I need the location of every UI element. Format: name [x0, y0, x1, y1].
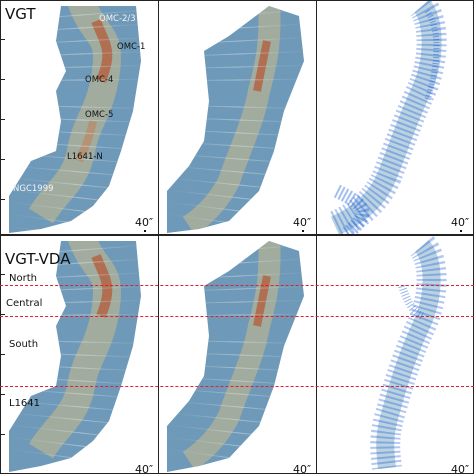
panel-vgt-vda-mask: 40″ [316, 235, 474, 474]
scale-label: 40″ [451, 463, 470, 474]
mask-map [328, 1, 447, 234]
region-boundary-south-l1641 [0, 386, 474, 387]
label-omc-1: OMC-1 [117, 42, 146, 52]
panel-vgt-vda-map-smoothed: 40″ [158, 235, 317, 474]
scale-label: 40″ [135, 216, 154, 229]
label-omc-2-3: OMC-2/3 [99, 14, 136, 24]
scale-label: 40″ [451, 216, 470, 229]
region-boundary-central-south [0, 316, 474, 317]
scale-marker [144, 230, 146, 232]
panel-vgt-map: VGT OMC-2/3 OMC-1 OMC-4 OMC-5 L1641-N NG… [0, 0, 159, 235]
scale-marker [302, 230, 304, 232]
region-label-south: South [9, 339, 39, 350]
region-label-north: North [9, 273, 37, 284]
scale-marker [460, 230, 462, 232]
row-title-vgt-vda: VGT-VDA [5, 250, 71, 268]
intensity-map [167, 6, 304, 233]
intensity-map [9, 241, 141, 472]
panel-vgt-mask: 40″ [316, 0, 474, 235]
y-ticks [1, 236, 5, 473]
row-title-vgt: VGT [5, 5, 36, 23]
scale-label: 40″ [293, 463, 312, 474]
y-ticks [1, 1, 5, 234]
region-label-l1641: L1641 [9, 398, 41, 409]
region-label-central: Central [6, 298, 43, 309]
intensity-map [9, 6, 141, 233]
panel-vgt-map-smoothed: 40″ [158, 0, 317, 235]
region-boundary-north-central [0, 285, 474, 286]
scale-label: 40″ [135, 463, 154, 474]
scale-label: 40″ [293, 216, 312, 229]
label-l1641-n: L1641-N [67, 152, 103, 162]
mask-map [370, 236, 447, 470]
label-ngc1999: NGC1999 [13, 184, 54, 194]
intensity-map [167, 241, 304, 472]
label-omc-4: OMC-4 [85, 75, 114, 85]
panel-vgt-vda-map: VGT-VDA North Central South L1641 40″ [0, 235, 159, 474]
label-omc-5: OMC-5 [85, 110, 114, 120]
